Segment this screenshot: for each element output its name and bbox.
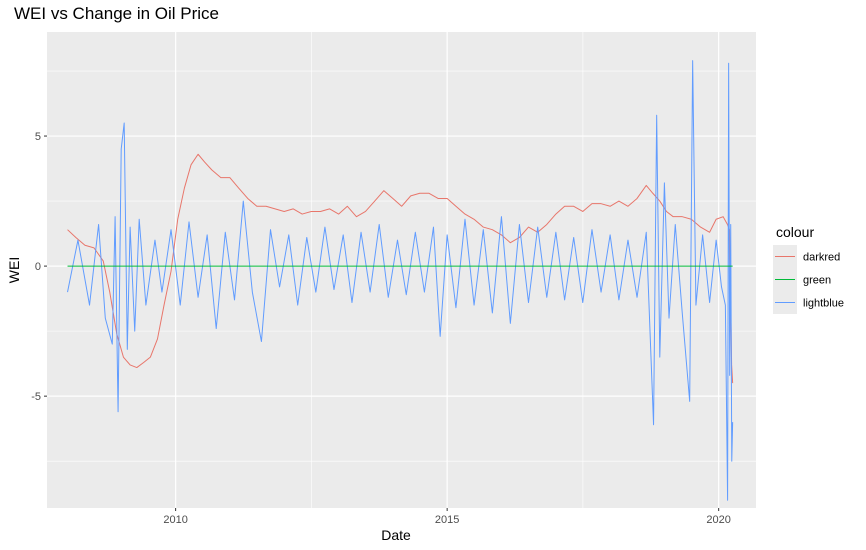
legend: colour darkred green lightblue xyxy=(773,224,844,314)
series-line-lightblue xyxy=(67,60,734,501)
series-layer xyxy=(67,60,734,501)
y-tick-label: 0 xyxy=(35,261,41,273)
x-tick-label: 2010 xyxy=(163,514,187,526)
legend-title: colour xyxy=(776,224,814,240)
x-axis-label: Date xyxy=(381,527,411,543)
y-tick-label: -5 xyxy=(31,391,41,403)
legend-label-lightblue: lightblue xyxy=(803,298,844,310)
grid-minor xyxy=(47,32,756,508)
legend-items: darkred green lightblue xyxy=(773,245,844,314)
axes-layer: -5 0 5 2010 2015 2020 xyxy=(31,131,731,526)
series-line-darkred xyxy=(67,153,734,384)
y-tick-label: 5 xyxy=(35,131,41,143)
x-tick-label: 2020 xyxy=(706,514,730,526)
chart-title: WEI vs Change in Oil Price xyxy=(14,4,220,23)
plot-panel xyxy=(47,32,756,508)
y-axis-label: WEI xyxy=(6,257,22,283)
legend-label-darkred: darkred xyxy=(803,252,840,264)
x-tick-label: 2015 xyxy=(435,514,459,526)
legend-label-green: green xyxy=(803,275,831,287)
